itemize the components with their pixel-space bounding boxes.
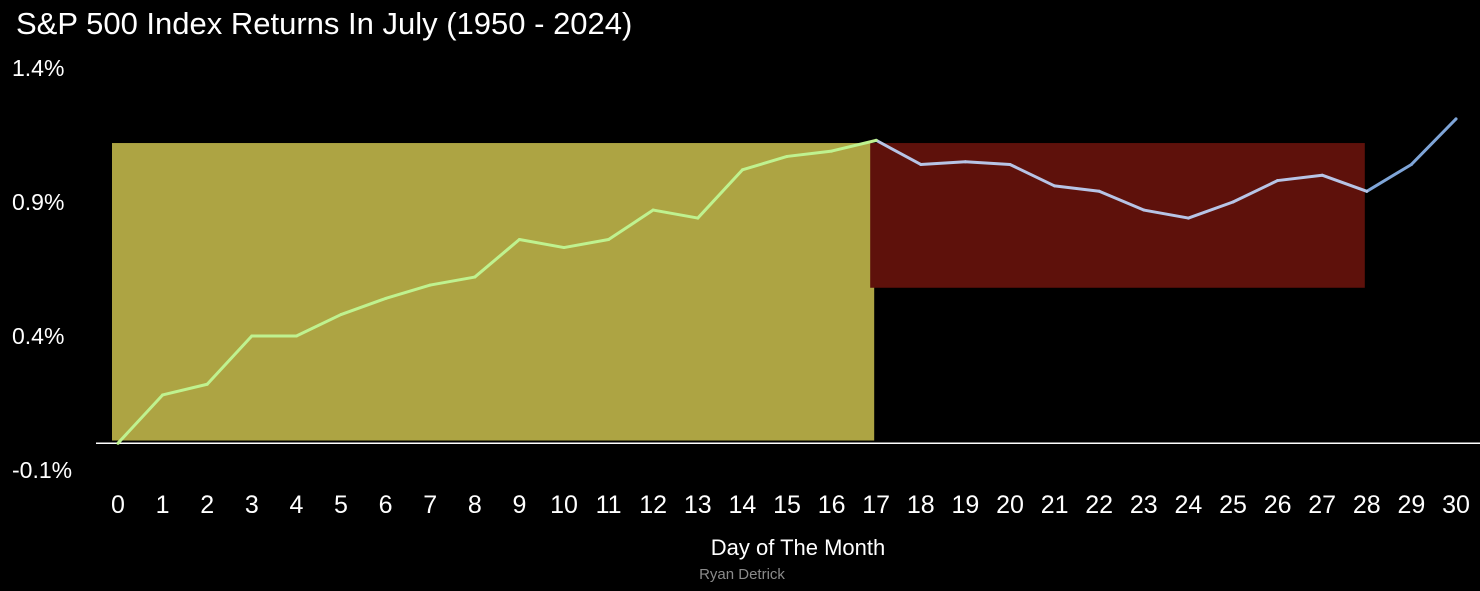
data-point — [1186, 216, 1190, 220]
x-tick-label: 21 — [1041, 491, 1069, 519]
y-tick-label: 0.9% — [12, 189, 64, 215]
data-point — [740, 168, 744, 172]
x-tick-label: 17 — [862, 491, 890, 519]
series-line — [116, 117, 1458, 445]
credit-text: Ryan Detrick — [699, 566, 785, 583]
x-tick-label: 14 — [728, 491, 756, 519]
x-tick-label: 2 — [200, 491, 214, 519]
x-tick-label: 8 — [468, 491, 482, 519]
series-line-segment-3 — [1365, 117, 1458, 193]
x-tick-label: 7 — [423, 491, 437, 519]
x-tick-label: 30 — [1442, 491, 1470, 519]
x-axis-label: Day of The Month — [711, 535, 885, 560]
data-point — [384, 296, 388, 300]
data-point — [1097, 189, 1101, 193]
data-point — [1008, 162, 1012, 166]
data-point — [1454, 117, 1458, 121]
series-line-segment-1 — [116, 138, 878, 445]
x-tick-label: 15 — [773, 491, 801, 519]
data-point — [963, 160, 967, 164]
x-tick-label: 11 — [596, 491, 622, 519]
x-tick-label: 12 — [639, 491, 667, 519]
highlight-bands — [112, 143, 1365, 441]
x-axis-ticks: 0 1 2 3 4 5 6 7 8 9 10 11 12 13 14 15 16 17 18 19 20 21 22 23 24… — [111, 491, 1470, 519]
data-point — [1409, 162, 1413, 166]
x-tick-label: 28 — [1353, 491, 1381, 519]
y-tick-label: -0.1% — [12, 457, 72, 483]
data-point — [428, 283, 432, 287]
highlight-band-2 — [870, 143, 1365, 288]
data-point — [161, 393, 165, 397]
data-point — [1053, 184, 1057, 188]
data-point — [1142, 208, 1146, 212]
y-tick-label: 0.4% — [12, 323, 64, 349]
x-tick-label: 27 — [1308, 491, 1336, 519]
x-tick-label: 9 — [512, 491, 526, 519]
x-tick-label: 16 — [818, 491, 846, 519]
data-point — [517, 238, 521, 242]
data-point — [562, 246, 566, 250]
data-point — [339, 313, 343, 317]
x-tick-label: 6 — [379, 491, 393, 519]
x-tick-label: 10 — [550, 491, 578, 519]
x-tick-label: 13 — [684, 491, 712, 519]
x-tick-label: 22 — [1085, 491, 1113, 519]
data-point — [250, 334, 254, 338]
x-tick-label: 1 — [156, 491, 170, 519]
data-point — [1231, 200, 1235, 204]
x-tick-label: 3 — [245, 491, 259, 519]
x-tick-label: 20 — [996, 491, 1024, 519]
x-tick-label: 26 — [1264, 491, 1292, 519]
data-point — [651, 208, 655, 212]
data-point — [473, 275, 477, 279]
data-point — [1276, 179, 1280, 183]
series-line-segment-2 — [874, 138, 1369, 220]
data-point — [919, 162, 923, 166]
x-tick-label: 23 — [1130, 491, 1158, 519]
data-point — [116, 441, 120, 445]
x-tick-label: 24 — [1174, 491, 1202, 519]
y-axis-ticks: 1.4% 0.9% 0.4% -0.1% — [12, 55, 72, 483]
data-point — [696, 216, 700, 220]
data-point — [294, 334, 298, 338]
x-tick-label: 5 — [334, 491, 348, 519]
data-point — [830, 149, 834, 153]
data-point — [1365, 189, 1369, 193]
chart-title: S&P 500 Index Returns In July (1950 - 20… — [16, 6, 632, 41]
data-point — [607, 238, 611, 242]
data-point — [874, 138, 878, 142]
highlight-band-1 — [112, 143, 875, 441]
data-point — [1320, 173, 1324, 177]
data-point — [785, 154, 789, 158]
x-tick-label: 0 — [111, 491, 125, 519]
x-tick-label: 29 — [1397, 491, 1425, 519]
x-tick-label: 25 — [1219, 491, 1247, 519]
x-tick-label: 18 — [907, 491, 935, 519]
x-tick-label: 19 — [951, 491, 979, 519]
y-tick-label: 1.4% — [12, 55, 64, 81]
x-tick-label: 4 — [289, 491, 303, 519]
data-point — [205, 382, 209, 386]
